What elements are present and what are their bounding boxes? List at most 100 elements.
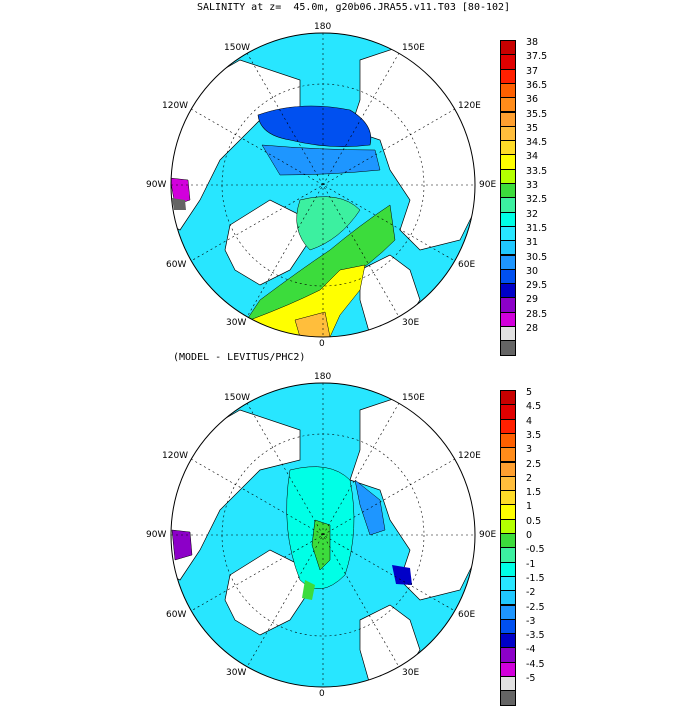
- colorbar-label: 3.5: [526, 429, 542, 441]
- panel1-field-low: [257, 105, 372, 147]
- colorbar-swatch: [500, 197, 516, 213]
- panel2-title: (MODEL - LEVITUS/PHC2): [173, 352, 306, 363]
- colorbar-swatch: [500, 340, 516, 356]
- colorbar-label: 2.5: [526, 458, 542, 470]
- colorbar-swatch: [500, 604, 516, 620]
- colorbar-label: -1: [526, 558, 536, 570]
- colorbar-swatch: [500, 168, 516, 184]
- colorbar-label: 0: [526, 530, 533, 541]
- panel2-lon-30e: 30E: [402, 668, 420, 678]
- colorbar-label: -4.5: [526, 658, 545, 670]
- colorbar-label: 1.5: [526, 487, 542, 499]
- colorbar-swatch: [500, 125, 516, 142]
- colorbar-swatch: [500, 140, 516, 156]
- colorbar-label: 30: [526, 265, 539, 277]
- colorbar-label: 31.5: [526, 222, 548, 234]
- colorbar-swatch: [500, 390, 516, 406]
- panel2-lon-180: 180: [314, 372, 332, 382]
- colorbar-label: 28.5: [526, 308, 548, 320]
- colorbar-swatch: [500, 40, 516, 56]
- colorbar-swatch: [500, 461, 516, 477]
- colorbar-label: 33: [526, 180, 539, 191]
- colorbar-label: 36.5: [526, 79, 548, 91]
- colorbar-swatch: [500, 297, 516, 313]
- colorbar-swatch: [500, 618, 516, 635]
- panel2-lon-0: 0: [319, 689, 325, 699]
- colorbar-swatch: [500, 311, 516, 327]
- colorbar-swatch: [500, 283, 516, 299]
- colorbar-label: -1.5: [526, 572, 545, 584]
- colorbar-label: -5: [526, 673, 536, 684]
- colorbar-swatch: [500, 690, 516, 706]
- colorbar-swatch: [500, 418, 516, 434]
- panel2-field-blue1: [354, 479, 386, 536]
- colorbar-label: 1: [526, 501, 533, 513]
- colorbar-swatch: [500, 97, 516, 113]
- colorbar-label: 36: [526, 94, 539, 106]
- panel2-lon-120e: 120E: [458, 451, 481, 461]
- colorbar-label: 29.5: [526, 280, 548, 292]
- colorbar-label: -3: [526, 615, 536, 627]
- panel2-lon-120w: 120W: [162, 451, 189, 461]
- colorbar-label: 29: [526, 294, 539, 306]
- colorbar-label: -3.5: [526, 630, 545, 642]
- panel1-lon-120e: 120E: [458, 101, 481, 111]
- colorbar-label: -4: [526, 644, 536, 656]
- panel1-field-purple: [171, 177, 191, 206]
- panel1-lon-120w: 120W: [162, 101, 189, 111]
- panel1-title: SALINITY at z= 45.0m, g20b06.JRA55.v11.T…: [197, 2, 511, 13]
- colorbar-swatch: [500, 676, 516, 692]
- colorbar-swatch: [500, 561, 516, 577]
- colorbar-swatch: [500, 518, 516, 534]
- colorbar-label: 38: [526, 37, 539, 48]
- colorbar-label: -2.5: [526, 601, 545, 613]
- panel1-lon-0: 0: [319, 339, 325, 349]
- colorbar-swatch: [500, 432, 516, 449]
- panel2-land-greenland: [224, 549, 311, 636]
- colorbar-label: 4: [526, 415, 533, 427]
- colorbar-swatch: [500, 225, 516, 242]
- panel1-field-orange: [294, 311, 331, 337]
- panel1-lon-90e: 90E: [479, 180, 497, 190]
- panel2-lon-60w: 60W: [166, 610, 187, 620]
- colorbar-label: 33.5: [526, 165, 548, 177]
- panel2-field-darkblue: [392, 565, 412, 585]
- colorbar-swatch: [500, 326, 516, 342]
- colorbar-label: 34.5: [526, 137, 548, 149]
- colorbar-swatch: [500, 211, 516, 227]
- colorbar-swatch: [500, 183, 516, 199]
- colorbar-swatch: [500, 533, 516, 549]
- colorbar-swatch: [500, 490, 516, 506]
- colorbar-label: 4.5: [526, 401, 542, 413]
- colorbar-label: 35.5: [526, 108, 548, 120]
- colorbar-swatch: [500, 504, 516, 520]
- colorbar-label: 30.5: [526, 251, 548, 263]
- panel2-lon-90w: 90W: [146, 530, 167, 540]
- colorbar-swatch: [500, 154, 516, 170]
- colorbar-swatch: [500, 111, 516, 127]
- panel1-field-mid: [261, 144, 381, 176]
- colorbar-label: 32: [526, 208, 539, 220]
- colorbar-label: -2: [526, 587, 536, 599]
- colorbar-label: -0.5: [526, 544, 545, 556]
- colorbar-swatch: [500, 475, 516, 492]
- panel2-lon-30w: 30W: [226, 668, 247, 678]
- colorbar-label: 5: [526, 387, 533, 398]
- panel2-lon-60e: 60E: [458, 610, 476, 620]
- panel1-land-greenland: [224, 199, 311, 286]
- panel2-lon-150e: 150E: [402, 393, 425, 403]
- colorbar-label: 2: [526, 472, 533, 484]
- colorbar-label: 31: [526, 237, 539, 249]
- panel2-field-green2: [302, 580, 315, 600]
- colorbar-swatch: [500, 633, 516, 649]
- panel2-lon-150w: 150W: [224, 393, 251, 403]
- colorbar-swatch: [500, 447, 516, 463]
- colorbar-label: 37: [526, 65, 539, 77]
- panel1-lon-90w: 90W: [146, 180, 167, 190]
- colorbar-swatch: [500, 575, 516, 592]
- colorbar-swatch: [500, 647, 516, 663]
- colorbar-label: 32.5: [526, 194, 548, 206]
- panel1-field-teal: [296, 196, 361, 251]
- panel1-lon-30e: 30E: [402, 318, 420, 328]
